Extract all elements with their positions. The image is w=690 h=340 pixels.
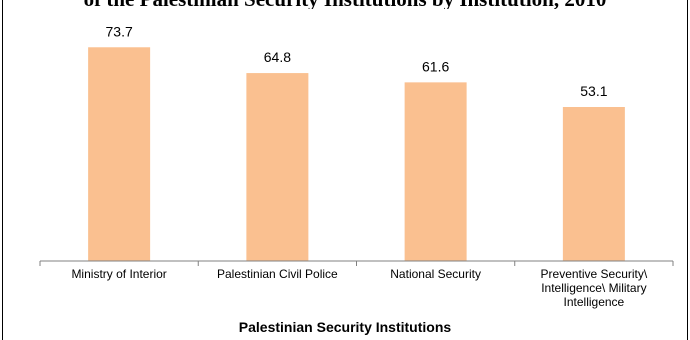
bar — [404, 82, 467, 261]
x-tick-label: Palestinian Civil Police — [217, 267, 338, 281]
data-label: 61.6 — [422, 58, 449, 74]
x-axis-title: Palestinian Security Institutions — [238, 319, 452, 335]
data-label: 73.7 — [106, 23, 133, 39]
cropped-chart-title: of the Palestinian Security Institutions… — [0, 0, 690, 9]
bar — [562, 107, 625, 261]
x-tick-label: Preventive Security\ Intelligence\ Milit… — [540, 267, 648, 309]
bar — [246, 73, 309, 261]
data-label: 64.8 — [264, 49, 291, 65]
x-tick-label: Ministry of Interior — [71, 267, 167, 281]
x-tick-label: National Security — [390, 267, 481, 281]
data-label: 53.1 — [580, 83, 607, 99]
bar — [88, 47, 151, 261]
